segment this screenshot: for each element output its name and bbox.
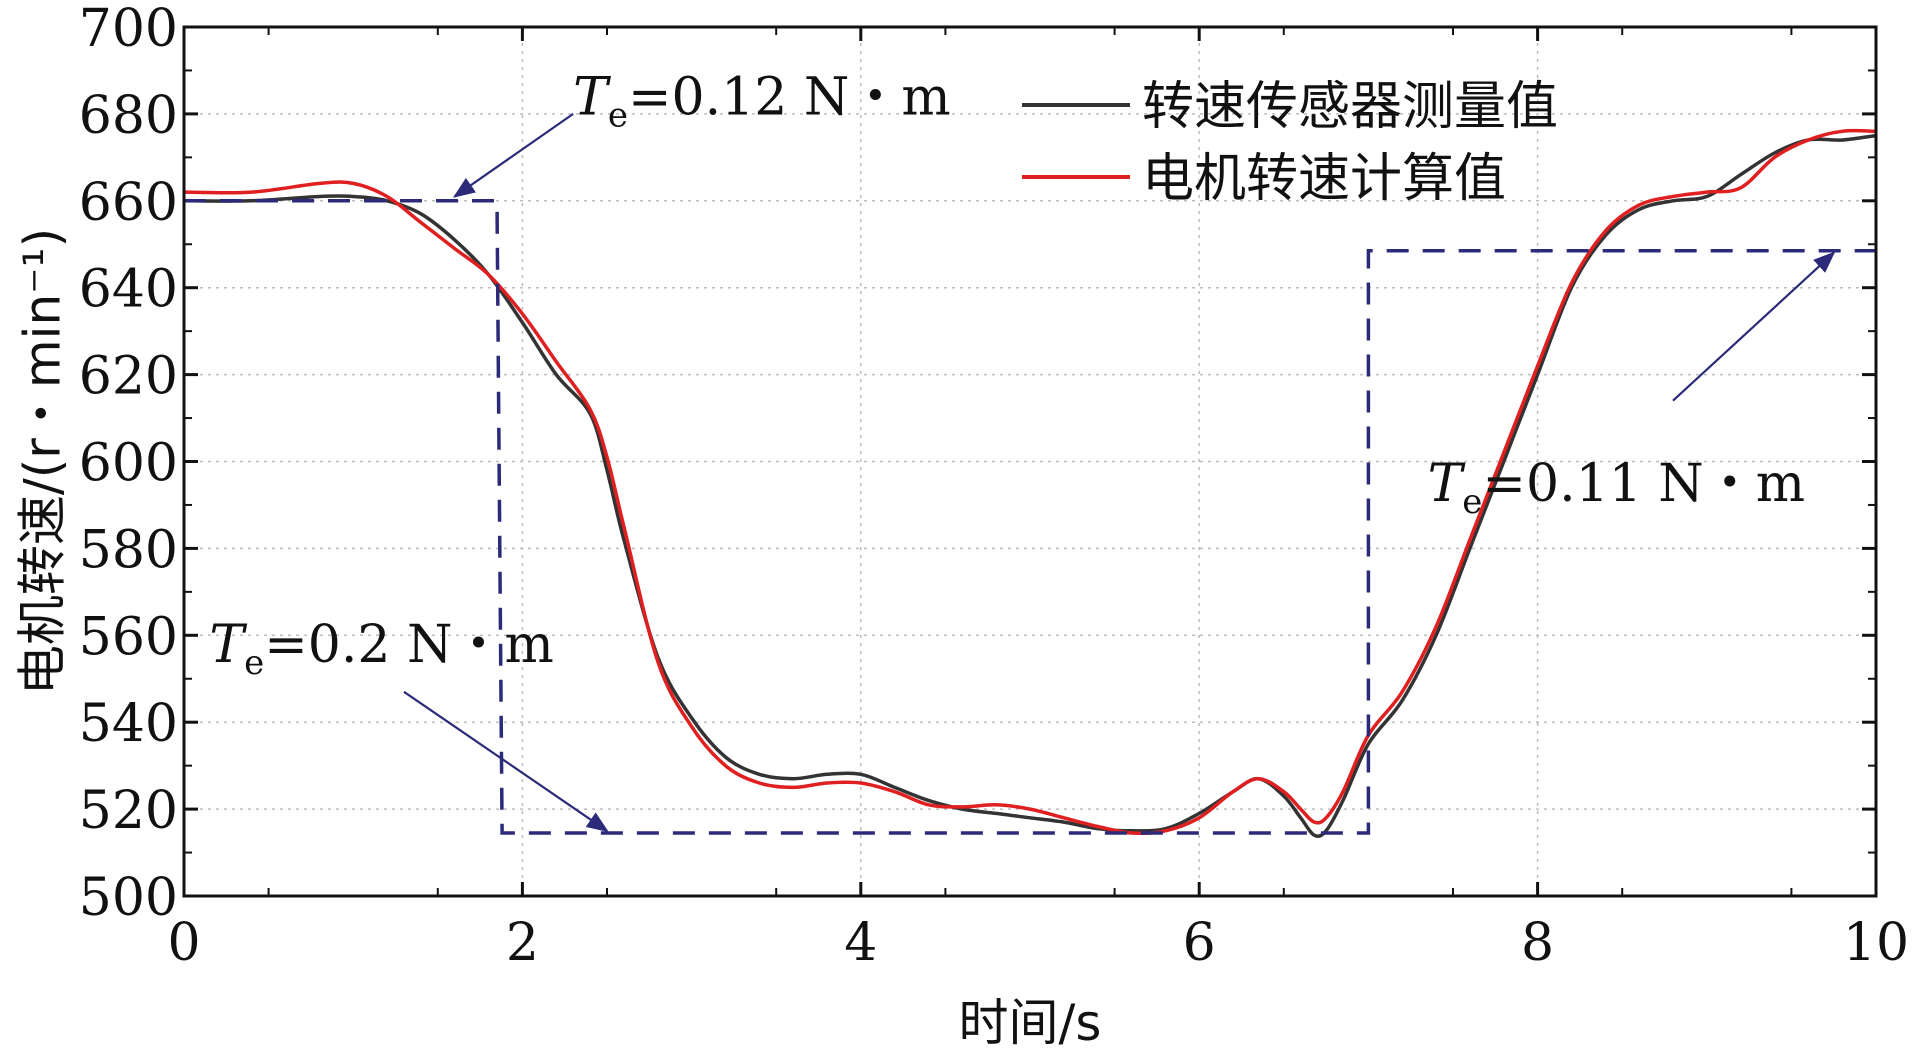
annotations: Te=0.12 N・mTe=0.2 N・mTe=0.11 N・m [209,68,1836,833]
annotation-label: Te=0.2 N・m [209,615,553,683]
y-tick-label: 540 [79,694,178,754]
annotation-var: T [1428,454,1466,514]
legend-label: 电机转速计算值 [1142,149,1506,209]
y-tick-label: 580 [79,520,178,580]
annotation-value: =0.12 N・m [628,68,951,128]
x-tick-label: 0 [167,913,200,973]
y-tick-label: 600 [79,434,178,494]
x-axis-label: 时间/s [959,994,1102,1052]
x-tick-label: 8 [1521,913,1554,973]
annotation-arrow [452,112,574,198]
series-layer [183,128,1877,839]
annotation-value: =0.11 N・m [1482,454,1805,514]
legend-label: 转速传感器测量值 [1142,77,1558,137]
grid [184,27,1876,896]
series-line-torque [184,199,1876,835]
y-axis-label: 电机转速/(r・min⁻¹) [14,228,72,695]
annotation-subscript: e [1462,482,1482,522]
annotation-var: T [573,68,611,128]
plot-frame [182,25,1878,898]
annotation-subscript: e [608,96,628,136]
annotation-arrow [403,690,609,833]
y-tick-label: 660 [79,173,178,233]
annotation-label: Te=0.12 N・m [573,68,951,136]
annotation-arrow [1672,251,1836,402]
axis-ticks: 0 2 4 6 8 10 500 520 540 560 580 600 620 640 660 680 700 [79,0,1909,973]
y-tick-label: 560 [79,607,178,667]
x-tick-label: 6 [1183,913,1216,973]
annotation-subscript: e [244,643,264,683]
y-tick-label: 520 [79,781,178,841]
annotation-label: Te=0.11 N・m [1428,454,1806,522]
annotation-value: =0.2 N・m [264,615,554,675]
series-line-1 [183,133,1877,839]
y-tick-label: 500 [79,868,178,928]
annotation-var: T [209,615,247,675]
y-tick-label: 680 [79,86,178,146]
x-tick-label: 10 [1843,913,1909,973]
y-tick-label: 620 [79,347,178,407]
series-line-2 [183,128,1877,836]
x-tick-label: 4 [844,913,877,973]
x-tick-label: 2 [506,913,539,973]
y-tick-label: 640 [79,260,178,320]
y-tick-label: 700 [79,0,178,59]
